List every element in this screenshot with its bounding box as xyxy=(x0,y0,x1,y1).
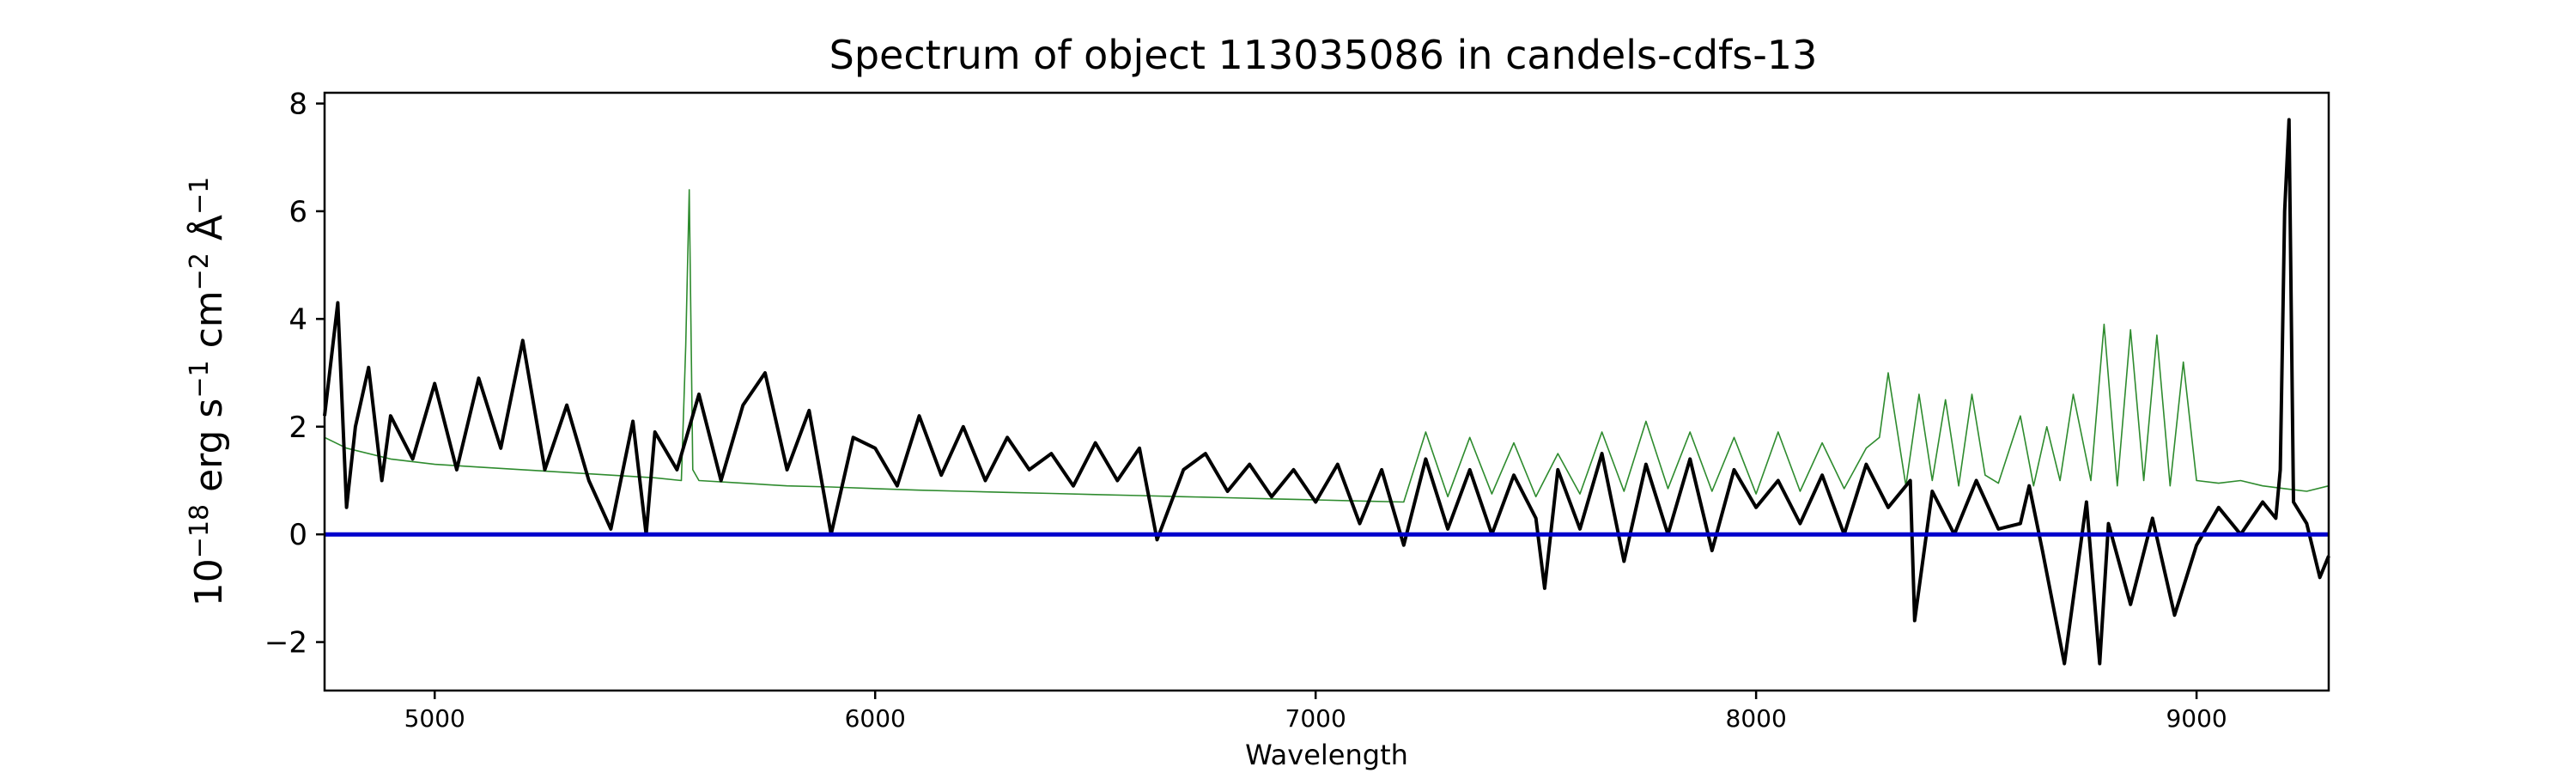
x-tick-label: 8000 xyxy=(1726,704,1787,733)
y-tick-label: 0 xyxy=(289,518,307,552)
y-label-exp2: −1 xyxy=(185,360,215,398)
y-tick-label: 6 xyxy=(289,195,307,229)
x-tick-label: 6000 xyxy=(845,704,906,733)
error-line-path xyxy=(324,189,2330,503)
x-axis-label: Wavelength xyxy=(1245,739,1408,771)
x-tick-label: 9000 xyxy=(2166,704,2227,733)
plot-area xyxy=(323,118,2330,666)
flux-line-path xyxy=(323,118,2330,666)
chart-title: Spectrum of object 113035086 in candels-… xyxy=(829,32,1818,78)
y-label-cm: cm xyxy=(187,290,231,360)
series-error-line xyxy=(324,189,2330,503)
x-tick-label: 7000 xyxy=(1285,704,1346,733)
x-axis: 5000 6000 7000 8000 9000 xyxy=(404,691,2227,733)
y-tick-label: 8 xyxy=(289,88,307,122)
y-tick-label: 4 xyxy=(289,302,307,337)
x-tick-label: 5000 xyxy=(404,704,465,733)
series-flux-line xyxy=(323,118,2330,666)
y-label-base: 10 xyxy=(187,558,231,606)
y-tick-label: −2 xyxy=(264,626,307,660)
y-axis: −2 0 2 4 6 8 xyxy=(264,88,325,660)
y-label-exp4: −1 xyxy=(185,177,215,215)
y-label-exp3: −2 xyxy=(185,253,215,290)
y-label-erg: erg s xyxy=(187,399,231,504)
y-axis-label: 10−18 erg s−1 cm−2 Å−1 xyxy=(185,177,231,606)
y-tick-label: 2 xyxy=(289,411,307,445)
y-label-exp1: −18 xyxy=(185,504,215,558)
plot-frame xyxy=(323,91,2330,692)
y-label-ang: Å xyxy=(185,215,231,253)
